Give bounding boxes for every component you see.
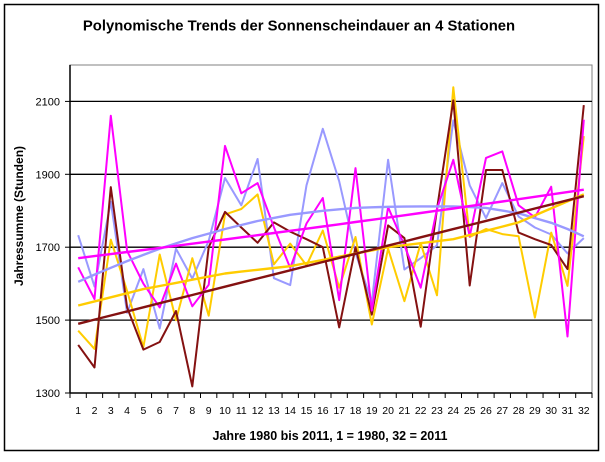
svg-text:26: 26 — [480, 405, 492, 417]
svg-text:28: 28 — [513, 405, 525, 417]
svg-text:6: 6 — [157, 405, 163, 417]
svg-text:14: 14 — [284, 405, 296, 417]
svg-text:Jahre 1980 bis 2011, 1 = 1980,: Jahre 1980 bis 2011, 1 = 1980, 32 = 2011 — [213, 429, 448, 443]
svg-text:Jahressumme (Stunden): Jahressumme (Stunden) — [12, 146, 26, 286]
svg-text:20: 20 — [382, 405, 394, 417]
svg-text:23: 23 — [431, 405, 443, 417]
svg-text:8: 8 — [189, 405, 195, 417]
svg-text:29: 29 — [529, 405, 541, 417]
svg-text:21: 21 — [399, 405, 411, 417]
svg-text:5: 5 — [140, 405, 146, 417]
svg-text:31: 31 — [562, 405, 574, 417]
svg-text:13: 13 — [268, 405, 280, 417]
svg-text:9: 9 — [206, 405, 212, 417]
svg-text:16: 16 — [317, 405, 329, 417]
svg-text:19: 19 — [366, 405, 378, 417]
svg-text:11: 11 — [236, 405, 247, 417]
svg-text:24: 24 — [447, 405, 459, 417]
svg-text:25: 25 — [464, 405, 476, 417]
svg-text:27: 27 — [496, 405, 508, 417]
svg-text:7: 7 — [173, 405, 179, 417]
svg-text:Polynomische Trends der Sonnen: Polynomische Trends der Sonnenscheindaue… — [83, 19, 515, 35]
svg-text:12: 12 — [252, 405, 264, 417]
svg-text:32: 32 — [578, 405, 590, 417]
svg-text:18: 18 — [350, 405, 362, 417]
svg-text:15: 15 — [301, 405, 313, 417]
svg-text:2100: 2100 — [36, 96, 60, 108]
svg-text:10: 10 — [219, 405, 231, 417]
svg-text:1300: 1300 — [36, 388, 60, 400]
svg-text:22: 22 — [415, 405, 427, 417]
svg-text:1: 1 — [75, 405, 81, 417]
svg-text:30: 30 — [545, 405, 557, 417]
svg-text:1700: 1700 — [36, 242, 60, 254]
svg-text:17: 17 — [333, 405, 345, 417]
svg-text:3: 3 — [108, 405, 114, 417]
svg-text:4: 4 — [124, 405, 130, 417]
svg-text:2: 2 — [92, 405, 98, 417]
svg-text:1500: 1500 — [36, 315, 60, 327]
svg-text:1900: 1900 — [36, 169, 60, 181]
